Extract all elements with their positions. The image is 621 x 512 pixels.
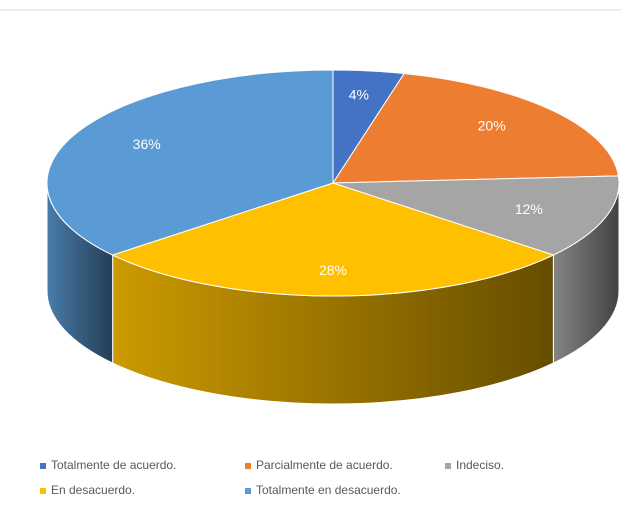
data-label: 20% [478,118,506,134]
legend-label: Indeciso. [456,458,504,472]
legend-swatch [245,463,251,469]
data-label: 28% [319,262,347,278]
legend-label: Totalmente de acuerdo. [51,458,176,472]
data-label: 12% [515,201,543,217]
legend-label: Totalmente en desacuerdo. [256,483,401,497]
legend-swatch [245,488,251,494]
legend-label: En desacuerdo. [51,483,135,497]
legend-swatch [40,463,46,469]
legend-swatch [40,488,46,494]
slice [111,182,555,297]
slice [332,175,620,256]
slice [46,69,334,256]
data-label: 36% [133,136,161,152]
legend-swatch [445,463,451,469]
data-label: 4% [349,86,369,102]
legend-label: Parcialmente de acuerdo. [256,458,393,472]
slice [332,73,620,184]
